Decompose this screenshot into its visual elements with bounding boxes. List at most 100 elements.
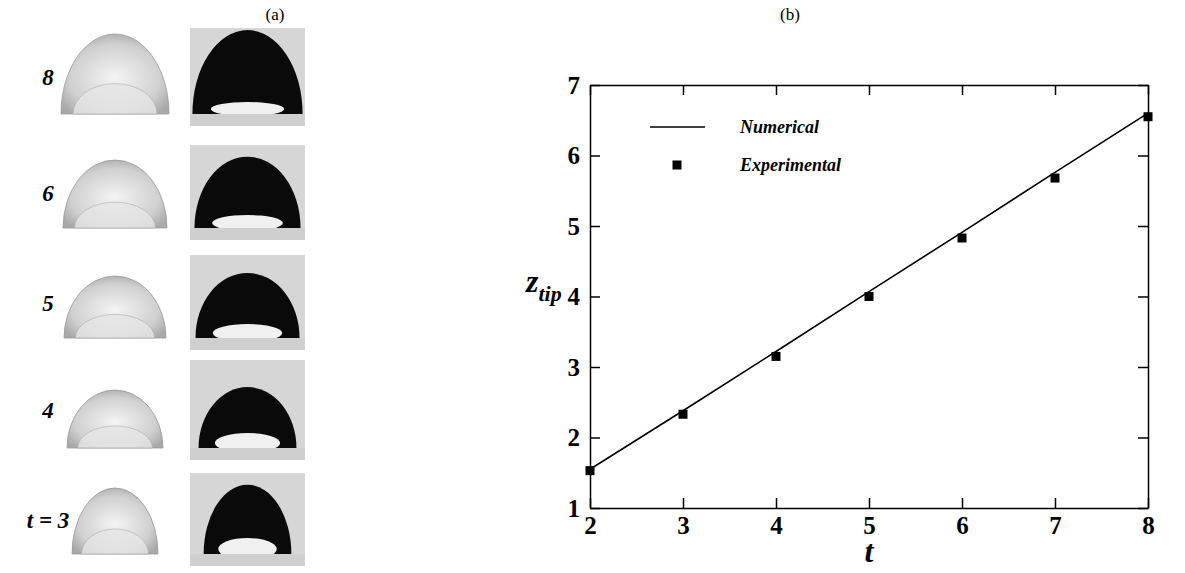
tick-mark: [590, 155, 600, 157]
tick-label: 5: [568, 213, 581, 240]
photo-substrate: [190, 228, 305, 240]
legend-symbol: [650, 126, 705, 128]
tick: 7: [568, 72, 601, 99]
tick-mark: [683, 498, 685, 508]
tick: 4: [568, 283, 601, 310]
photo-background: [190, 473, 305, 566]
tick: 7: [1049, 498, 1062, 539]
tick-mark: [590, 226, 600, 228]
tick-mark: [1138, 437, 1148, 439]
photo-drop: [192, 30, 302, 114]
tick: 1: [568, 495, 601, 522]
time-label: 4: [41, 398, 54, 423]
photo-substrate: [190, 114, 305, 126]
data-point: [586, 466, 595, 475]
y-axis-title-sub: tip: [538, 281, 561, 306]
tick-label: 4: [770, 512, 783, 539]
data-point: [1051, 174, 1060, 183]
tick-label: 2: [584, 512, 597, 539]
time-label: 5: [42, 291, 54, 316]
tick: [776, 85, 777, 95]
tick-mark: [776, 85, 778, 95]
tick: 6: [956, 498, 969, 539]
tick: [869, 85, 870, 95]
y-axis-title: ztip: [525, 263, 562, 306]
tick: [1055, 85, 1056, 95]
plot-marks: [586, 112, 1153, 475]
x-axis-title: t: [865, 533, 875, 569]
tick-mark: [1138, 296, 1148, 298]
tick-mark: [869, 498, 871, 508]
photo-substrate: [190, 448, 305, 460]
rendered-cavity: [74, 202, 155, 228]
tick-mark: [1138, 367, 1148, 369]
series-line: [590, 113, 1148, 469]
figure: (a)8654t = 3(b)23456781234567tztipNumeri…: [0, 0, 1185, 573]
time-label: 6: [42, 181, 54, 206]
panel-label: (a): [266, 5, 285, 24]
tick-mark: [776, 498, 778, 508]
tick-label: 7: [1049, 512, 1062, 539]
tick-mark: [1138, 155, 1148, 157]
photo-substrate: [190, 554, 305, 566]
tick-label: 6: [568, 142, 581, 169]
data-point: [958, 233, 967, 242]
tick-mark: [590, 296, 600, 298]
tick: [1138, 508, 1148, 509]
tick: [1138, 438, 1148, 439]
photo-background: [190, 28, 305, 126]
rendered-drop: [63, 160, 167, 228]
tick: [1138, 367, 1148, 368]
tick: [1138, 297, 1148, 298]
legend: Numerical Experimental: [650, 117, 841, 175]
tick-mark: [590, 437, 600, 439]
data-point: [1144, 112, 1153, 121]
legend-symbol: [673, 161, 682, 170]
tick: 3: [677, 498, 690, 539]
tick-mark: [1138, 226, 1148, 228]
axis: [591, 85, 1149, 95]
time-label: t = 3: [27, 508, 70, 533]
tick: 6: [568, 142, 601, 169]
rendered-cavity: [73, 84, 157, 114]
legend-label: Numerical: [739, 117, 819, 137]
panel-a: 8 6 5 4 t = 3: [27, 28, 305, 566]
rendered-drop: [61, 34, 169, 114]
tick-mark: [590, 508, 600, 510]
legend-label: Experimental: [739, 155, 841, 175]
tick-label: 3: [677, 512, 690, 539]
photo-background: [190, 145, 305, 240]
tick-label: 3: [568, 354, 581, 381]
tick: 5: [568, 213, 601, 240]
time-label: 8: [42, 65, 54, 90]
panel-label: (b): [780, 5, 800, 24]
rendered-drop: [67, 390, 163, 448]
tick-label: 8: [1142, 512, 1155, 539]
tick-mark: [683, 85, 685, 95]
rendered-drop: [64, 276, 166, 338]
tick-label: 4: [568, 283, 581, 310]
tick: [1138, 226, 1148, 227]
tick: [1138, 156, 1148, 157]
data-point: [865, 292, 874, 301]
rendered-cavity: [81, 529, 148, 554]
tick-label: 2: [568, 424, 581, 451]
axis: 1 2 3 4 5 6 7: [568, 72, 601, 522]
data-point: [772, 352, 781, 361]
tick-mark: [1138, 85, 1148, 87]
tick-mark: [1138, 508, 1148, 510]
tick: 2: [568, 424, 601, 451]
tick-mark: [869, 85, 871, 95]
tick-label: 6: [956, 512, 969, 539]
tick: 3: [568, 354, 601, 381]
data-point: [679, 410, 688, 419]
tick-mark: [590, 367, 600, 369]
tick-mark: [1055, 498, 1057, 508]
tick-mark: [1055, 85, 1057, 95]
photo-background: [190, 360, 305, 460]
tick: 4: [770, 498, 783, 539]
tick-label: 1: [568, 495, 581, 522]
rendered-drop: [72, 488, 158, 554]
tick-mark: [962, 498, 964, 508]
tick-label: 7: [568, 72, 581, 99]
